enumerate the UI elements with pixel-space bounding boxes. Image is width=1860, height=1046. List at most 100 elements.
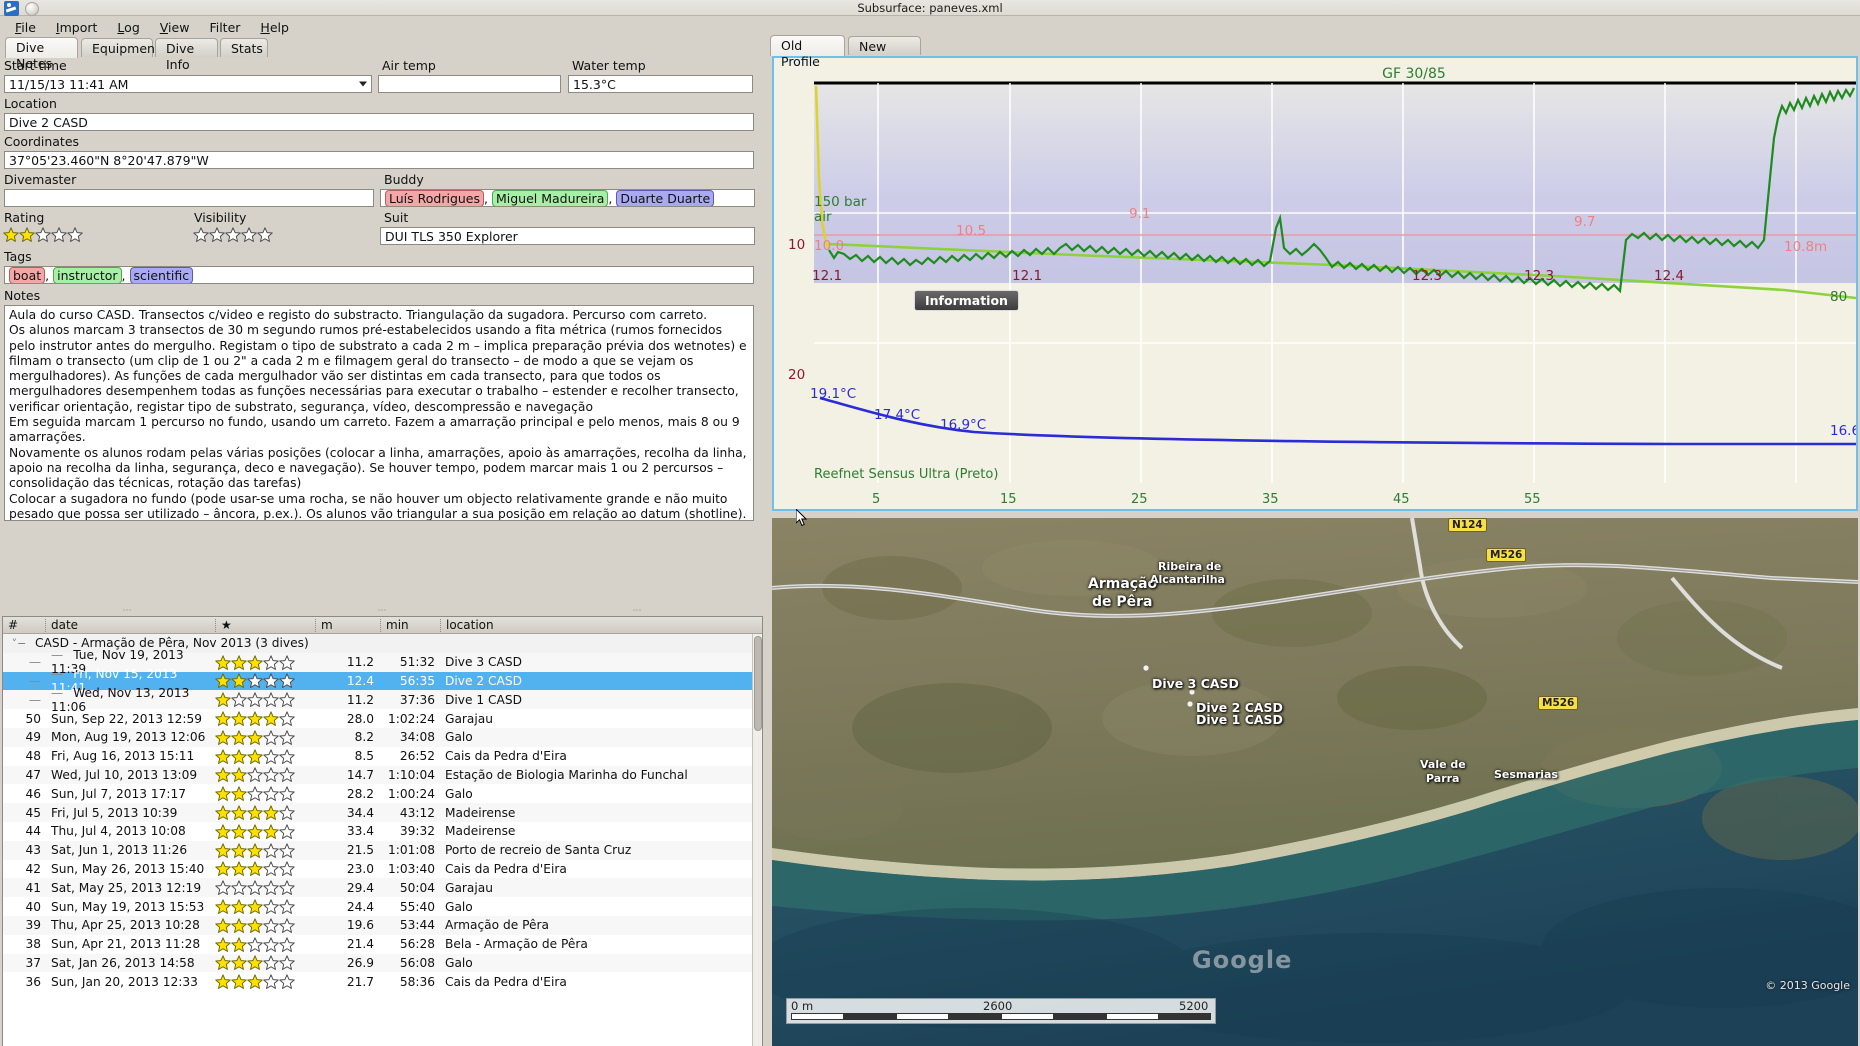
dive-row-duration: 53:44	[399, 918, 435, 933]
scrollbar-thumb[interactable]	[754, 636, 762, 731]
star-icon	[231, 936, 247, 952]
tag-chip[interactable]: boat	[9, 267, 46, 283]
buddy-chip[interactable]: Miguel Madureira	[491, 190, 609, 206]
splitter-grip: ⋯	[632, 605, 643, 616]
col-header-location[interactable]: location	[440, 618, 762, 632]
x-tick-25: 25	[1131, 492, 1148, 507]
water-temp-label: Water temp	[572, 58, 646, 73]
star-icon	[215, 842, 231, 858]
menu-file[interactable]: File	[15, 20, 36, 35]
suit-input[interactable]: DUI TLS 350 Explorer	[380, 227, 755, 245]
dive-row-date: Sat, Jan 26, 2013 14:58	[51, 955, 195, 970]
dive-row-number: 49	[25, 730, 41, 745]
dive-list-row[interactable]: 39 Thu, Apr 25, 2013 10:28 19.6 53:44 Armaçã…	[3, 915, 762, 935]
coordinates-input[interactable]: 37°05'23.460"N 8°20'47.879"W	[4, 151, 754, 169]
tab-stats[interactable]: Stats	[220, 38, 268, 57]
dive-list-row[interactable]: 44 Thu, Jul 4, 2013 10:08 33.4 39:32 Madeire…	[3, 821, 762, 841]
dive-row-duration: 1:03:40	[388, 861, 435, 876]
dive-row-depth: 8.2	[354, 730, 374, 745]
menu-import[interactable]: Import	[55, 20, 98, 35]
orb-icon	[25, 1, 39, 16]
dive-list-row[interactable]: 36 Sun, Jan 20, 2013 12:33 21.7 58:36 Cais d…	[3, 972, 762, 992]
gf-title: GF 30/85	[1382, 66, 1446, 82]
dive-row-location: Dive 1 CASD	[445, 692, 522, 707]
tab-old-profile[interactable]: Old Profile	[770, 35, 845, 69]
dive-row-duration: 56:28	[399, 937, 435, 952]
star-icon	[35, 227, 51, 242]
rating-stars[interactable]	[0, 227, 190, 242]
dive-list-row[interactable]: 37 Sat, Jan 26, 2013 14:58 26.9 56:08 Galo	[3, 953, 762, 973]
dive-row-date: Sun, Apr 21, 2013 11:28	[51, 937, 201, 952]
dive-list-row[interactable]: 45 Fri, Jul 5, 2013 10:39 34.4 43:12 Madeire…	[3, 803, 762, 822]
col-header-depth[interactable]: m	[315, 618, 380, 632]
dive-list[interactable]: # date ★ m min location ˅− CASD - Armação…	[2, 616, 763, 1046]
menu-log[interactable]: Log	[117, 20, 140, 35]
star-icon	[231, 767, 247, 783]
dive-list-row[interactable]: — — Wed, Nov 13, 2013 11:06 11.2 37:36 Dive 1…	[3, 686, 762, 714]
star-icon	[279, 711, 295, 726]
dive-list-row[interactable]: 40 Sun, May 19, 2013 15:53 24.4 55:40 Galo	[3, 897, 762, 916]
dive-list-row[interactable]: 41 Sat, May 25, 2013 12:19 29.4 50:04 Garaja…	[3, 878, 762, 898]
star-icon	[279, 673, 295, 689]
menu-filter[interactable]: Filter	[209, 20, 241, 35]
buddy-sep: ,	[484, 190, 492, 206]
visibility-stars[interactable]	[190, 227, 380, 242]
tab-equipment[interactable]: Equipment	[81, 38, 160, 57]
menu-view[interactable]: View	[159, 20, 190, 35]
dive-list-row[interactable]: 46 Sun, Jul 7, 2013 17:17 28.2 1:00:24 Galo	[3, 784, 762, 804]
dive-list-row[interactable]: 50 Sun, Sep 22, 2013 12:59 28.0 1:02:24 Gara…	[3, 709, 762, 728]
dive-list-row[interactable]: 48 Fri, Aug 16, 2013 15:11 8.5 26:52 Cais da…	[3, 746, 762, 766]
dive-row-rating	[215, 786, 315, 802]
tree-expander-icon[interactable]: ˅−	[11, 636, 27, 650]
right-pane: Old Profile New Profile	[766, 16, 1860, 1046]
dive-list-row[interactable]: 49 Mon, Aug 19, 2013 12:06 8.2 34:08 Galo	[3, 727, 762, 747]
tags-input[interactable]: boat, instructor, scientific	[4, 266, 754, 284]
dive-list-row[interactable]: — — Fri, Nov 15, 2013 11:41 12.4 56:35 Dive 2…	[3, 667, 762, 695]
buddy-input[interactable]: Luís Rodrigues, Miguel Madureira, Duarte…	[380, 189, 755, 207]
dive-list-row[interactable]: 47 Wed, Jul 10, 2013 13:09 14.7 1:10:04 Esta…	[3, 765, 762, 785]
dive-map[interactable]: Google © 2013 Google Armação de Pêra Rib…	[772, 518, 1858, 1046]
dive-trip-row[interactable]: ˅− CASD - Armação de Pêra, Nov 2013 (3 di…	[3, 634, 762, 653]
information-button[interactable]: Information	[914, 290, 1019, 311]
tag-chip[interactable]: instructor	[53, 267, 122, 283]
dive-row-duration: 1:00:24	[388, 786, 435, 801]
col-header-duration[interactable]: min	[380, 618, 440, 632]
horizontal-splitter[interactable]: ⋯ ⋯ ⋯	[0, 606, 765, 615]
dive-list-row[interactable]: — — Tue, Nov 19, 2013 11:39 11.2 51:32 Dive 3…	[3, 648, 762, 676]
col-header-number[interactable]: #	[8, 617, 19, 632]
star-icon	[263, 861, 279, 877]
tab-stats-label: Stats	[231, 41, 263, 56]
map-svg	[772, 518, 1858, 1046]
tag-chip[interactable]: scientific	[129, 267, 194, 283]
buddy-chip[interactable]: Duarte Duarte	[616, 190, 715, 206]
start-time-input[interactable]: 11/15/13 11:41 AM	[4, 75, 372, 93]
menu-help[interactable]: Help	[260, 20, 289, 35]
col-header-date[interactable]: date	[45, 618, 215, 632]
star-icon	[215, 936, 231, 952]
dive-row-location: Galo	[445, 786, 473, 801]
menu-bar: File Import Log View Filter Help	[0, 17, 765, 38]
dive-list-scrollbar[interactable]	[752, 634, 762, 1046]
dive-profile-chart[interactable]: 10 20 5 15 25 35 45 55 GF 30/85 150 bar …	[772, 56, 1858, 511]
buddy-chip[interactable]: Luís Rodrigues	[385, 190, 485, 206]
tab-dive-info[interactable]: Dive Info	[155, 38, 218, 72]
col-header-rating[interactable]: ★	[215, 618, 315, 632]
dive-list-row[interactable]: 38 Sun, Apr 21, 2013 11:28 21.4 56:28 Bela -…	[3, 934, 762, 954]
map-scale-5200: 5200	[1179, 999, 1209, 1013]
air-temp-input[interactable]	[378, 75, 561, 93]
dive-row-depth: 11.2	[346, 692, 374, 707]
notes-textarea[interactable]: Aula do curso CASD. Transectos c/video e…	[4, 305, 754, 521]
dive-row-number: 48	[25, 749, 41, 764]
divemaster-input[interactable]	[4, 189, 374, 207]
location-input[interactable]: Dive 2 CASD	[4, 113, 754, 131]
window-title: Subsurface: paneves.xml	[857, 0, 1003, 15]
dive-list-row[interactable]: 43 Sat, Jun 1, 2013 11:26 21.5 1:01:08 Porto…	[3, 840, 762, 860]
tab-dive-notes[interactable]: Dive Notes	[5, 37, 78, 71]
depth-ann-12-1-b: 12.1	[1012, 268, 1042, 284]
map-label-parra: Parra	[1426, 772, 1460, 785]
star-icon	[263, 673, 279, 689]
star-icon	[231, 880, 247, 896]
dive-list-row[interactable]: 42 Sun, May 26, 2013 15:40 23.0 1:03:40 Cais…	[3, 859, 762, 879]
tab-new-profile[interactable]: New Profile	[848, 36, 921, 70]
water-temp-input[interactable]: 15.3°C	[568, 75, 753, 93]
